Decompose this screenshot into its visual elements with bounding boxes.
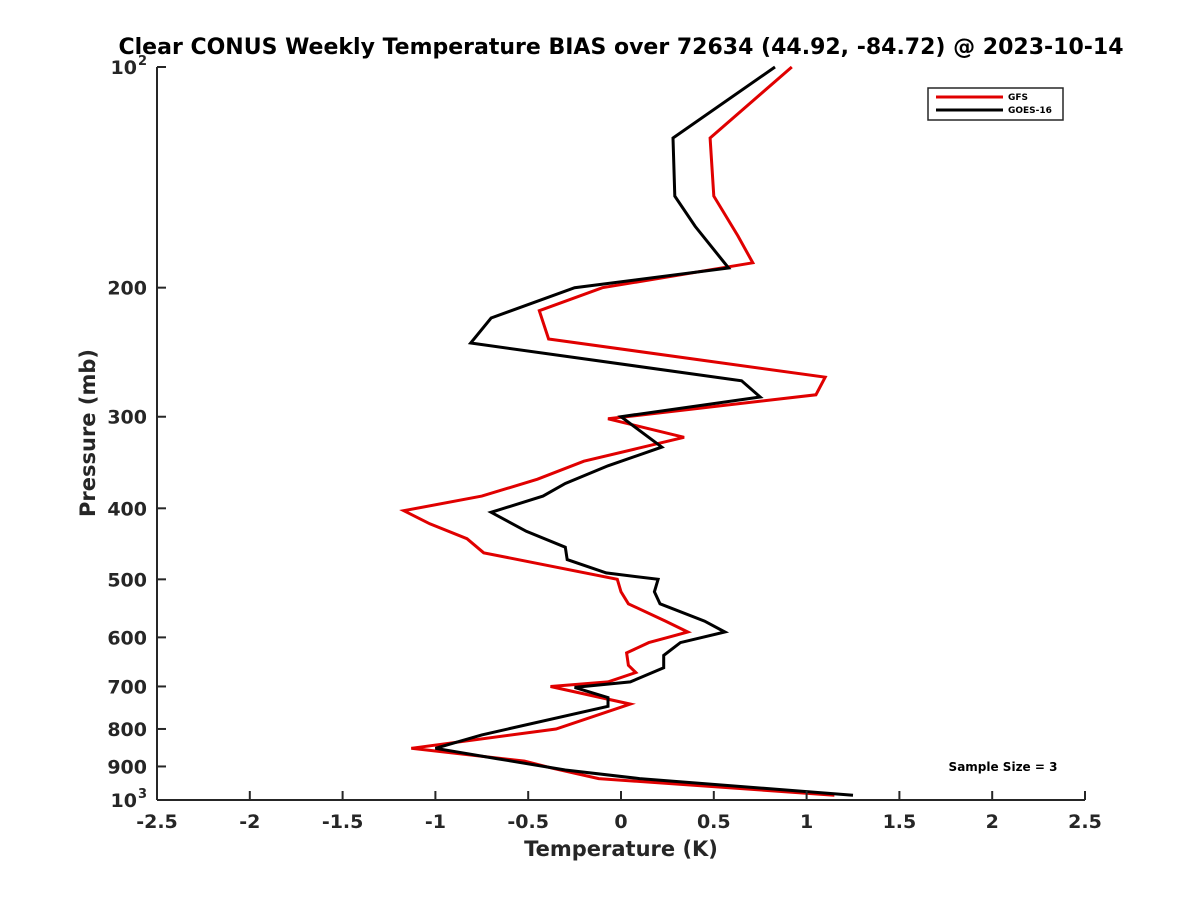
- y-tick-label: 400: [107, 498, 147, 520]
- y-tick-label: 700: [107, 676, 147, 698]
- x-tick-label: -1: [425, 811, 446, 833]
- y-tick-label: 900: [107, 756, 147, 778]
- x-tick-label: 1.5: [883, 811, 917, 833]
- series-line-goes-16: [434, 65, 854, 797]
- legend: GFS GOES-16: [927, 87, 1064, 121]
- series-line-gfs: [399, 65, 835, 797]
- legend-label: GFS: [1008, 93, 1028, 103]
- y-tick-label: 500: [107, 569, 147, 591]
- y-tick-label: 600: [107, 627, 147, 649]
- legend-box: [927, 87, 1064, 121]
- x-tick-label: -0.5: [507, 811, 549, 833]
- legend-label: GOES-16: [1008, 106, 1052, 116]
- y-axis-label: Pressure (mb): [76, 349, 100, 517]
- x-tick-label: -2: [239, 811, 260, 833]
- x-tick-label: 2: [986, 811, 999, 833]
- x-tick-label: 0: [614, 811, 627, 833]
- y-tick-exponent: 3: [138, 787, 147, 802]
- x-tick-label: -1.5: [322, 811, 364, 833]
- y-tick-label: 10: [111, 790, 137, 812]
- series-lines: [399, 65, 854, 797]
- x-axis-label: Temperature (K): [524, 837, 718, 861]
- x-axis-ticks: -2.5 -2 -1.5 -1 -0.5 0 0.5 1 1.5 2 2.5: [136, 791, 1102, 833]
- y-tick-exponent: 2: [138, 54, 147, 69]
- y-tick-label: 300: [107, 407, 147, 429]
- y-tick-label: 800: [107, 719, 147, 741]
- axes: [156, 67, 1085, 801]
- sample-size-note: Sample Size = 3: [949, 760, 1058, 774]
- y-tick-label: 200: [107, 278, 147, 300]
- x-tick-label: 1: [800, 811, 813, 833]
- x-tick-label: 0.5: [697, 811, 731, 833]
- chart-title: Clear CONUS Weekly Temperature BIAS over…: [118, 35, 1123, 60]
- x-tick-label: -2.5: [136, 811, 178, 833]
- x-tick-label: 2.5: [1068, 811, 1102, 833]
- y-tick-label: 10: [111, 57, 137, 79]
